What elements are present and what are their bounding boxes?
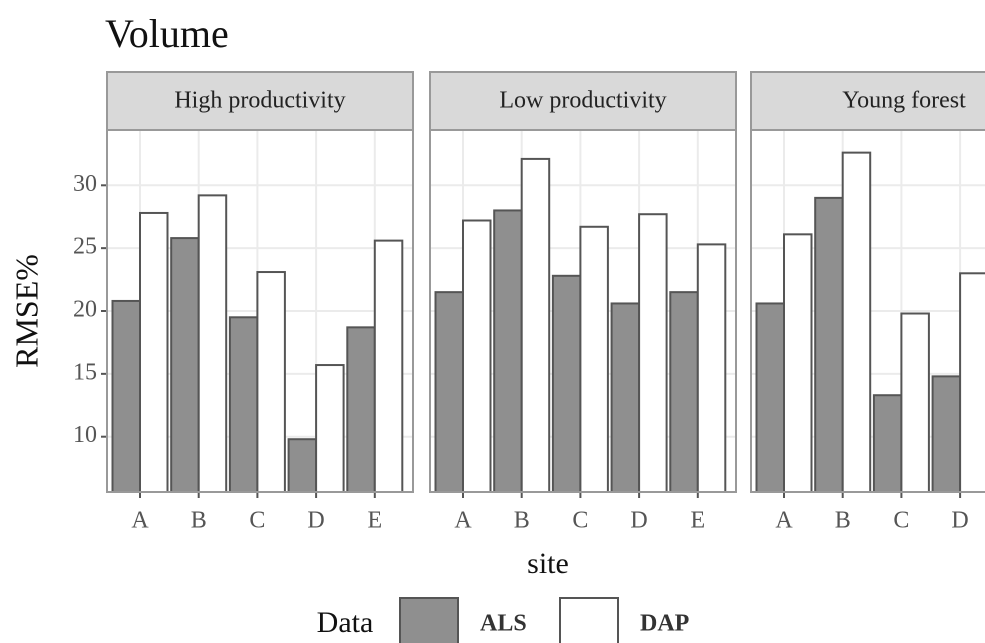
bar [959, 272, 985, 493]
x-axis-label: site [527, 547, 569, 580]
x-tick-label: B [514, 508, 530, 534]
bar [256, 271, 286, 493]
x-tick-label: B [835, 508, 851, 534]
bar [638, 213, 668, 493]
legend-label: DAP [640, 611, 689, 637]
bar [669, 291, 699, 494]
bar [931, 375, 962, 493]
bar [197, 194, 228, 493]
x-tick-label: C [572, 508, 588, 534]
bar [610, 302, 641, 494]
bar [783, 233, 813, 493]
y-tick-label: 15 [73, 359, 97, 385]
bar [434, 291, 464, 494]
facet-strip [750, 71, 985, 131]
facet-strip [106, 71, 414, 131]
bar [900, 312, 930, 493]
x-tick-label: E [367, 508, 382, 534]
bar [346, 326, 376, 493]
bar [170, 237, 200, 493]
y-tick-label: 20 [73, 297, 97, 323]
bar [287, 438, 318, 494]
facet-title: High productivity [174, 88, 345, 114]
bar [493, 209, 523, 493]
bar [551, 274, 582, 493]
legend-swatch [559, 597, 619, 643]
y-axis-label: RMSE% [8, 254, 44, 368]
bar [111, 299, 141, 494]
bar [373, 239, 404, 493]
x-tick-label: A [131, 508, 149, 534]
chart-title: Volume [105, 11, 229, 56]
bar [579, 225, 609, 493]
bar [315, 364, 345, 493]
bar [462, 219, 492, 493]
x-tick-label: E [690, 508, 705, 534]
x-tick-label: D [630, 508, 647, 534]
bar [696, 243, 727, 493]
bar [520, 157, 551, 493]
y-tick-label: 25 [73, 234, 97, 260]
facet-strip [429, 71, 737, 131]
x-tick-label: D [307, 508, 324, 534]
x-tick-label: A [454, 508, 472, 534]
legend-label: ALS [480, 611, 527, 637]
bar [755, 302, 785, 494]
bar [814, 196, 844, 493]
bar [872, 394, 903, 493]
legend-title: Data [317, 606, 374, 639]
y-tick-label: 10 [73, 422, 97, 448]
bar [139, 211, 169, 493]
facet-title: Young forest [842, 88, 966, 114]
y-tick-label: 30 [73, 171, 97, 197]
x-tick-label: B [191, 508, 207, 534]
bar [841, 151, 872, 493]
x-tick-label: C [249, 508, 265, 534]
x-tick-label: D [951, 508, 968, 534]
legend-swatch [399, 597, 459, 643]
x-tick-label: A [775, 508, 793, 534]
facet-title: Low productivity [499, 88, 666, 114]
x-tick-label: C [893, 508, 909, 534]
bar [228, 316, 259, 493]
